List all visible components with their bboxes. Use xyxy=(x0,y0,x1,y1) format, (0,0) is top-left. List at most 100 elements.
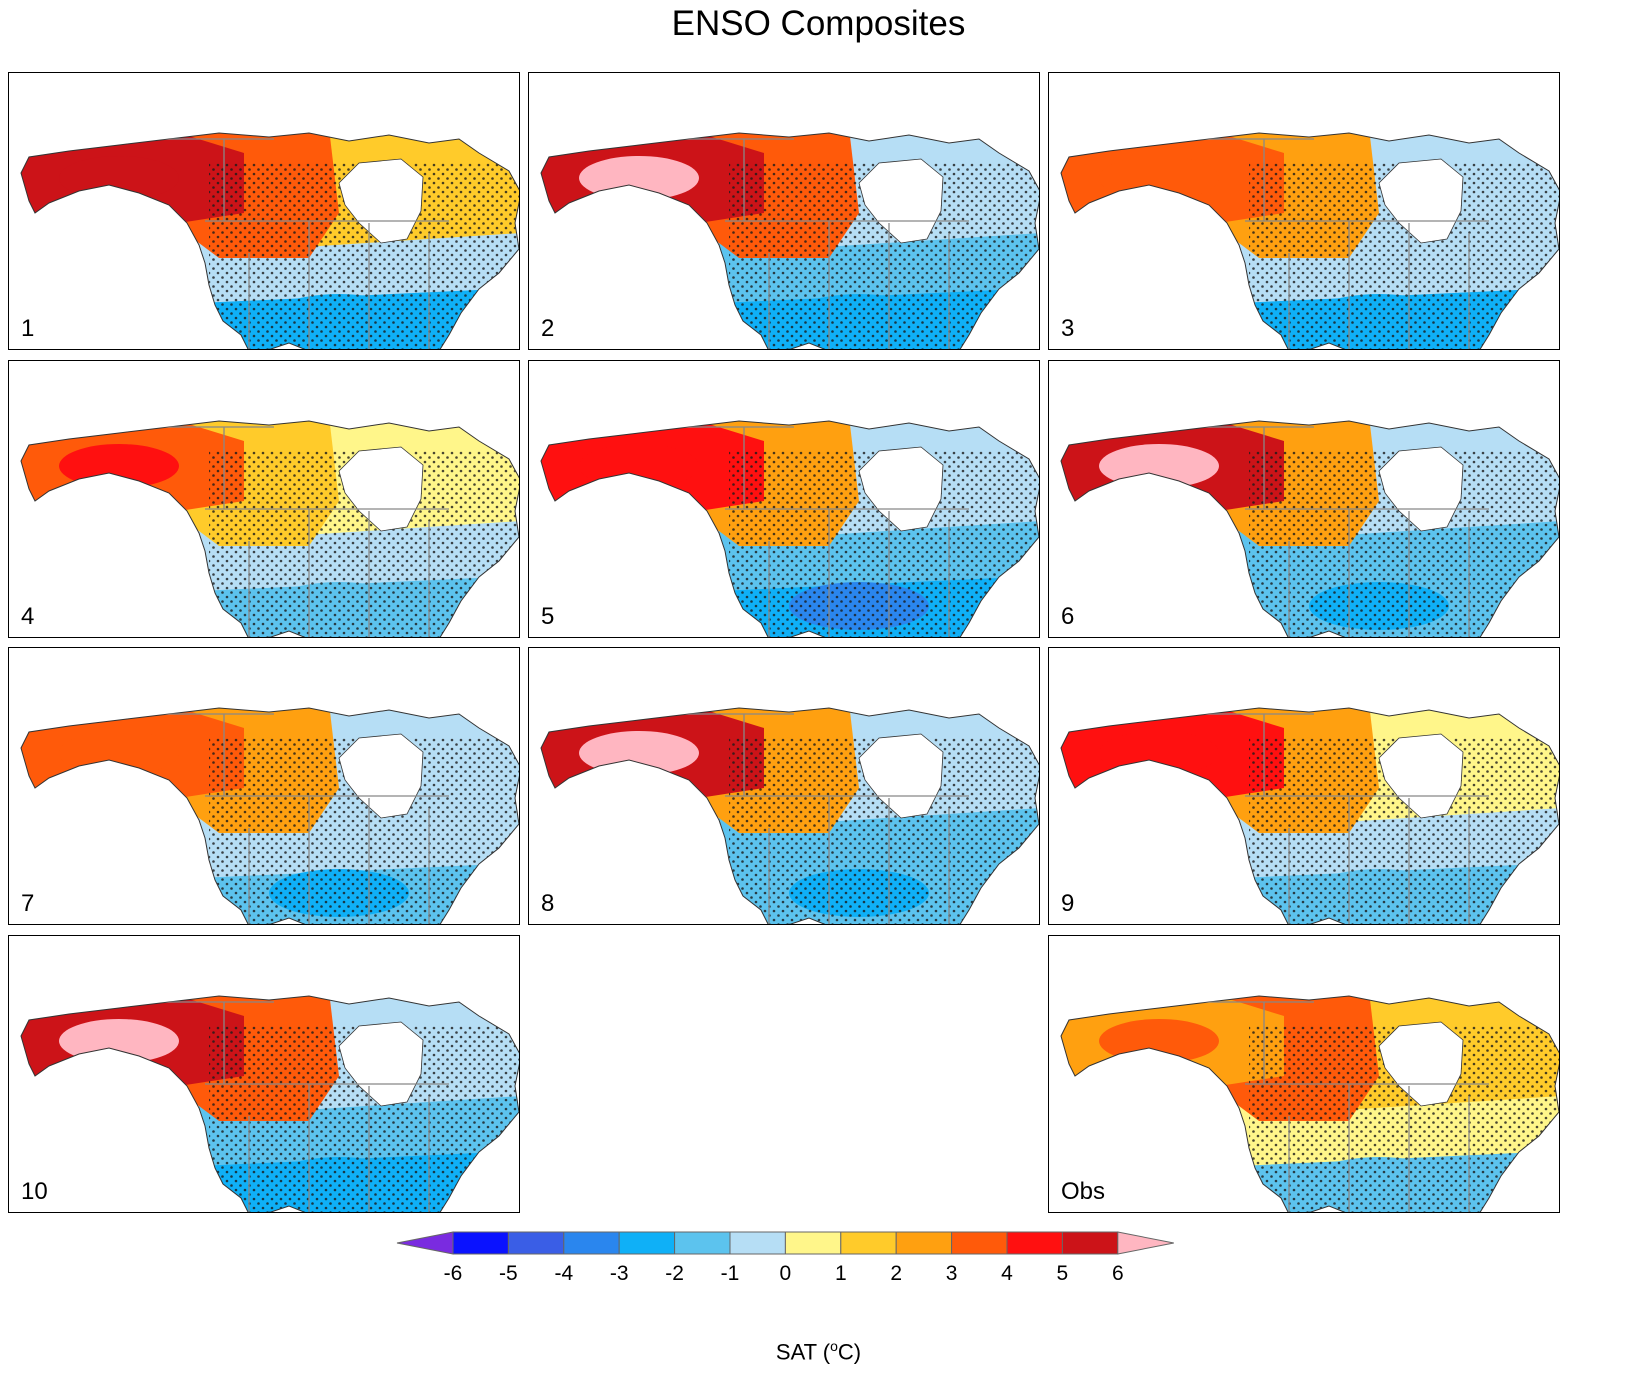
political-boundaries xyxy=(1176,133,1489,349)
political-boundaries xyxy=(1176,996,1489,1212)
coastline xyxy=(1060,132,1559,349)
panel-label: 1 xyxy=(21,315,35,342)
colorbar-band xyxy=(729,1231,786,1255)
colorbar-extend-low xyxy=(396,1231,454,1255)
coastline xyxy=(540,707,1039,924)
map-panel: 4 xyxy=(8,360,520,638)
coastline xyxy=(540,132,1039,349)
map-svg xyxy=(540,420,1039,637)
max-anomaly-core xyxy=(59,156,179,200)
colorbar-tick-label: 5 xyxy=(1057,1262,1069,1285)
colorbar-label: SAT (oC) xyxy=(775,1338,862,1365)
political-boundaries xyxy=(1176,421,1489,637)
coastline xyxy=(20,707,519,924)
hudson-bay xyxy=(338,1021,424,1107)
colorbar-band xyxy=(618,1231,676,1255)
max-anomaly-core xyxy=(59,1019,179,1063)
max-anomaly-core xyxy=(579,731,699,775)
colorbar-band xyxy=(507,1231,565,1255)
colorbar-band xyxy=(563,1231,620,1255)
panel-label: 7 xyxy=(21,890,35,917)
hudson-bay xyxy=(338,158,424,244)
map-svg xyxy=(540,707,1039,924)
colorbar-tick-label: 3 xyxy=(946,1262,958,1285)
max-anomaly-core xyxy=(59,731,179,775)
political-boundaries xyxy=(136,708,449,924)
political-boundaries xyxy=(656,133,969,349)
map-panel: 5 xyxy=(528,360,1040,638)
colorbar-band xyxy=(674,1231,731,1255)
political-boundaries xyxy=(136,996,449,1212)
panel-label: 4 xyxy=(21,603,35,630)
panel-label: Obs xyxy=(1061,1178,1106,1205)
colorbar-band xyxy=(951,1231,1008,1255)
panel-label: 2 xyxy=(541,315,555,342)
hudson-bay xyxy=(1378,1021,1464,1107)
colorbar-band xyxy=(895,1231,953,1255)
political-boundaries xyxy=(136,421,449,637)
panel-label: 3 xyxy=(1061,315,1075,342)
max-anomaly-core xyxy=(1099,1019,1219,1063)
colorbar-tick-label: 1 xyxy=(835,1262,847,1285)
colorbar-band xyxy=(1061,1231,1119,1255)
colorbar-tick-label: 4 xyxy=(1001,1262,1013,1285)
coastline xyxy=(540,420,1039,637)
map-svg xyxy=(20,995,519,1212)
panel-label: 6 xyxy=(1061,603,1075,630)
coastline xyxy=(20,995,519,1212)
colorbar-tick-label: -3 xyxy=(610,1262,629,1285)
colorbar-tick-label: 6 xyxy=(1112,1262,1124,1285)
colorbar-tick-label: 0 xyxy=(780,1262,792,1285)
map-panel: 3 xyxy=(1048,72,1560,350)
map-panel: 1 xyxy=(8,72,520,350)
map-svg xyxy=(1060,995,1559,1212)
colorbar-tick-label: -5 xyxy=(499,1262,518,1285)
max-anomaly-core xyxy=(579,156,699,200)
figure-title: ENSO Composites xyxy=(671,4,966,43)
hudson-bay xyxy=(1378,158,1464,244)
map-panel: 9 xyxy=(1048,647,1560,925)
map-panel: 2 xyxy=(528,72,1040,350)
colorbar-band xyxy=(1006,1231,1063,1255)
colorbar-band xyxy=(784,1231,842,1255)
map-svg xyxy=(1060,132,1559,349)
map-panel: 8 xyxy=(528,647,1040,925)
map-svg xyxy=(20,420,519,637)
map-panel: 10 xyxy=(8,935,520,1213)
max-anomaly-core xyxy=(579,444,699,488)
max-anomaly-core xyxy=(1099,156,1219,200)
political-boundaries xyxy=(656,421,969,637)
map-panel: 7 xyxy=(8,647,520,925)
hudson-bay xyxy=(1378,446,1464,532)
max-anomaly-core xyxy=(1099,731,1219,775)
colorbar-tick-label: -1 xyxy=(721,1262,740,1285)
hudson-bay xyxy=(858,158,944,244)
panel-label: 8 xyxy=(541,890,555,917)
political-boundaries xyxy=(136,133,449,349)
map-svg xyxy=(20,707,519,924)
hudson-bay xyxy=(1378,733,1464,819)
colorbar-tick-label: -4 xyxy=(554,1262,573,1285)
max-anomaly-core xyxy=(59,444,179,488)
colorbar-extend-high xyxy=(1117,1231,1174,1255)
coastline xyxy=(1060,707,1559,924)
coastline xyxy=(20,420,519,637)
map-panel: Obs xyxy=(1048,935,1560,1213)
map-panel: 6 xyxy=(1048,360,1560,638)
panel-label: 9 xyxy=(1061,890,1075,917)
map-svg xyxy=(20,132,519,349)
map-svg xyxy=(540,132,1039,349)
coastline xyxy=(1060,995,1559,1212)
colorbar-tick-label: 2 xyxy=(890,1262,902,1285)
panel-label: 5 xyxy=(541,603,555,630)
hudson-bay xyxy=(858,733,944,819)
hudson-bay xyxy=(858,446,944,532)
coastline xyxy=(20,132,519,349)
colorbar-band xyxy=(452,1231,509,1255)
hudson-bay xyxy=(338,733,424,819)
hudson-bay xyxy=(338,446,424,532)
colorbar-tick-label: -2 xyxy=(665,1262,684,1285)
colorbar-band xyxy=(840,1231,897,1255)
political-boundaries xyxy=(656,708,969,924)
political-boundaries xyxy=(1176,708,1489,924)
